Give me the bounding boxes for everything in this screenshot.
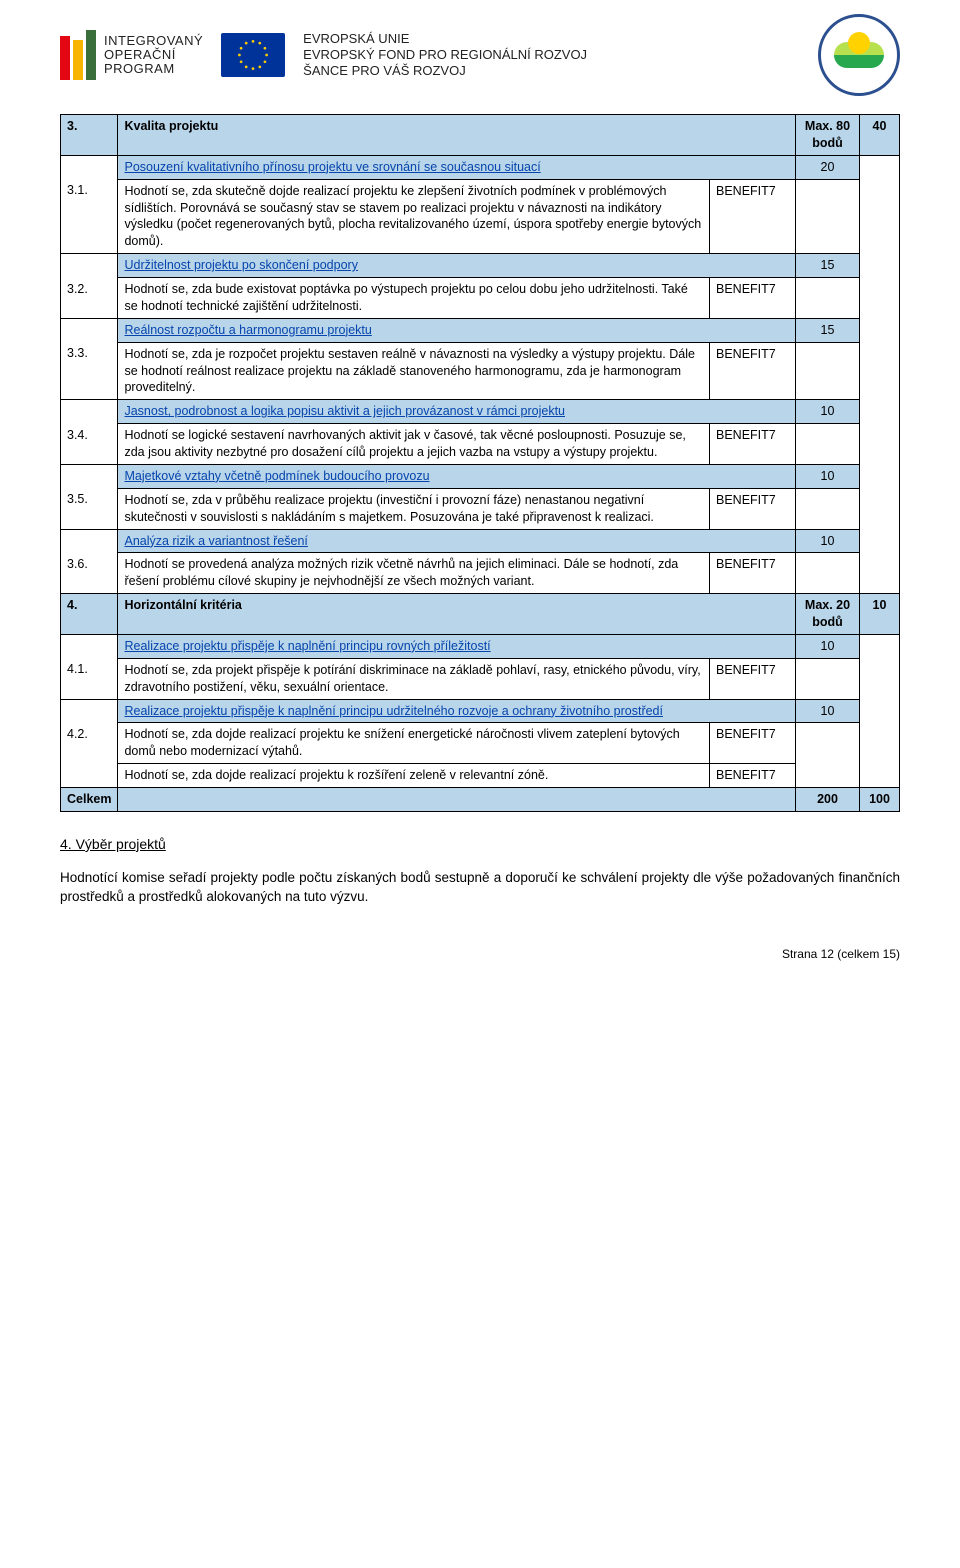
table-row: Realizace projektu přispěje k naplnění p… xyxy=(61,699,900,723)
row-body: Hodnotí se provedená analýza možných riz… xyxy=(118,553,710,594)
table-row: 4.1. Hodnotí se, zda projekt přispěje k … xyxy=(61,658,900,699)
table-row: Posouzení kvalitativního přínosu projekt… xyxy=(61,155,900,179)
row-body: Hodnotí se, zda dojde realizací projektu… xyxy=(118,764,710,788)
row-num: 3. xyxy=(61,115,118,156)
row-num: 3.2. xyxy=(61,278,118,319)
iop-line1: INTEGROVANÝ xyxy=(104,34,203,48)
row-src: BENEFIT7 xyxy=(710,764,796,788)
row-src: BENEFIT7 xyxy=(710,278,796,319)
row-num: 3.6. xyxy=(61,553,118,594)
row-src: BENEFIT7 xyxy=(710,488,796,529)
eu-flag-icon xyxy=(221,33,285,77)
sub-title: Majetkové vztahy včetně podmínek budoucí… xyxy=(124,469,429,483)
table-row: 3. Kvalita projektu Max. 80 bodů 40 xyxy=(61,115,900,156)
eu-text: EVROPSKÁ UNIE EVROPSKÝ FOND PRO REGIONÁL… xyxy=(303,31,587,80)
sub-title: Jasnost, podrobnost a logika popisu akti… xyxy=(124,404,565,418)
eu-line2: EVROPSKÝ FOND PRO REGIONÁLNÍ ROZVOJ xyxy=(303,47,587,63)
eu-line1: EVROPSKÁ UNIE xyxy=(303,31,587,47)
sub-pts: 10 xyxy=(796,634,860,658)
row-weight: 40 xyxy=(860,115,900,156)
row-body: Hodnotí se, zda v průběhu realizace proj… xyxy=(118,488,710,529)
eu-line3: ŠANCE PRO VÁŠ ROZVOJ xyxy=(303,63,587,79)
table-row: Udržitelnost projektu po skončení podpor… xyxy=(61,254,900,278)
body-paragraph: Hodnotící komise seřadí projekty podle p… xyxy=(60,868,900,907)
table-row: Jasnost, podrobnost a logika popisu akti… xyxy=(61,400,900,424)
table-row: 4.2. Hodnotí se, zda dojde realizací pro… xyxy=(61,723,900,764)
table-row: Realizace projektu přispěje k naplnění p… xyxy=(61,634,900,658)
row-body: Hodnotí se, zda projekt přispěje k potír… xyxy=(118,658,710,699)
row-num: 4.2. xyxy=(61,723,118,764)
section-heading: 4. Výběr projektů xyxy=(60,836,900,852)
sub-title: Realizace projektu přispěje k naplnění p… xyxy=(124,704,663,718)
row-src: BENEFIT7 xyxy=(710,658,796,699)
page-header: INTEGROVANÝ OPERAČNÍ PROGRAM EVROPSKÁ UN… xyxy=(60,20,900,90)
row-max: Max. 80 bodů xyxy=(796,115,860,156)
total-label: Celkem xyxy=(61,788,118,812)
row-num: 3.5. xyxy=(61,488,118,529)
row-body: Hodnotí se, zda je rozpočet projektu ses… xyxy=(118,342,710,400)
sub-title: Realizace projektu přispěje k naplnění p… xyxy=(124,639,490,653)
row-num: 4. xyxy=(61,594,118,635)
sub-pts: 10 xyxy=(796,529,860,553)
table-row: 3.3. Hodnotí se, zda je rozpočet projekt… xyxy=(61,342,900,400)
row-src: BENEFIT7 xyxy=(710,723,796,764)
page-number: Strana 12 (celkem 15) xyxy=(60,947,900,961)
table-row: Analýza rizik a variantnost řešení 10 xyxy=(61,529,900,553)
sub-title: Analýza rizik a variantnost řešení xyxy=(124,534,307,548)
mmr-logo-icon xyxy=(818,14,900,96)
total-pts: 200 xyxy=(796,788,860,812)
sub-pts: 15 xyxy=(796,318,860,342)
row-num: 4.1. xyxy=(61,658,118,699)
sub-title: Udržitelnost projektu po skončení podpor… xyxy=(124,258,357,272)
row-weight: 10 xyxy=(860,594,900,635)
table-row: 3.6. Hodnotí se provedená analýza možnýc… xyxy=(61,553,900,594)
sub-title: Posouzení kvalitativního přínosu projekt… xyxy=(124,160,540,174)
sub-pts: 20 xyxy=(796,155,860,179)
sub-pts: 15 xyxy=(796,254,860,278)
row-body: Hodnotí se, zda dojde realizací projektu… xyxy=(118,723,710,764)
row-title: Kvalita projektu xyxy=(118,115,796,156)
table-row: Majetkové vztahy včetně podmínek budoucí… xyxy=(61,464,900,488)
iop-line2: OPERAČNÍ xyxy=(104,48,203,62)
sub-pts: 10 xyxy=(796,699,860,723)
sub-title: Reálnost rozpočtu a harmonogramu projekt… xyxy=(124,323,371,337)
row-body: Hodnotí se, zda skutečně dojde realizací… xyxy=(118,179,710,254)
table-row: Hodnotí se, zda dojde realizací projektu… xyxy=(61,764,900,788)
total-weight: 100 xyxy=(860,788,900,812)
criteria-table: 3. Kvalita projektu Max. 80 bodů 40 Poso… xyxy=(60,114,900,812)
table-row: 4. Horizontální kritéria Max. 20 bodů 10 xyxy=(61,594,900,635)
row-num: 3.1. xyxy=(61,179,118,254)
logo-iop: INTEGROVANÝ OPERAČNÍ PROGRAM xyxy=(60,30,203,80)
table-row: Celkem 200 100 xyxy=(61,788,900,812)
row-title: Horizontální kritéria xyxy=(118,594,796,635)
row-src: BENEFIT7 xyxy=(710,342,796,400)
row-src: BENEFIT7 xyxy=(710,179,796,254)
row-src: BENEFIT7 xyxy=(710,553,796,594)
row-src: BENEFIT7 xyxy=(710,424,796,465)
row-max: Max. 20 bodů xyxy=(796,594,860,635)
table-row: 3.1. Hodnotí se, zda skutečně dojde real… xyxy=(61,179,900,254)
row-num: 3.4. xyxy=(61,424,118,465)
table-row: 3.4. Hodnotí se logické sestavení navrho… xyxy=(61,424,900,465)
sub-pts: 10 xyxy=(796,400,860,424)
row-body: Hodnotí se logické sestavení navrhovanýc… xyxy=(118,424,710,465)
table-row: 3.5. Hodnotí se, zda v průběhu realizace… xyxy=(61,488,900,529)
iop-line3: PROGRAM xyxy=(104,62,203,76)
table-row: 3.2. Hodnotí se, zda bude existovat popt… xyxy=(61,278,900,319)
row-num: 3.3. xyxy=(61,342,118,400)
table-row: Reálnost rozpočtu a harmonogramu projekt… xyxy=(61,318,900,342)
sub-pts: 10 xyxy=(796,464,860,488)
row-body: Hodnotí se, zda bude existovat poptávka … xyxy=(118,278,710,319)
